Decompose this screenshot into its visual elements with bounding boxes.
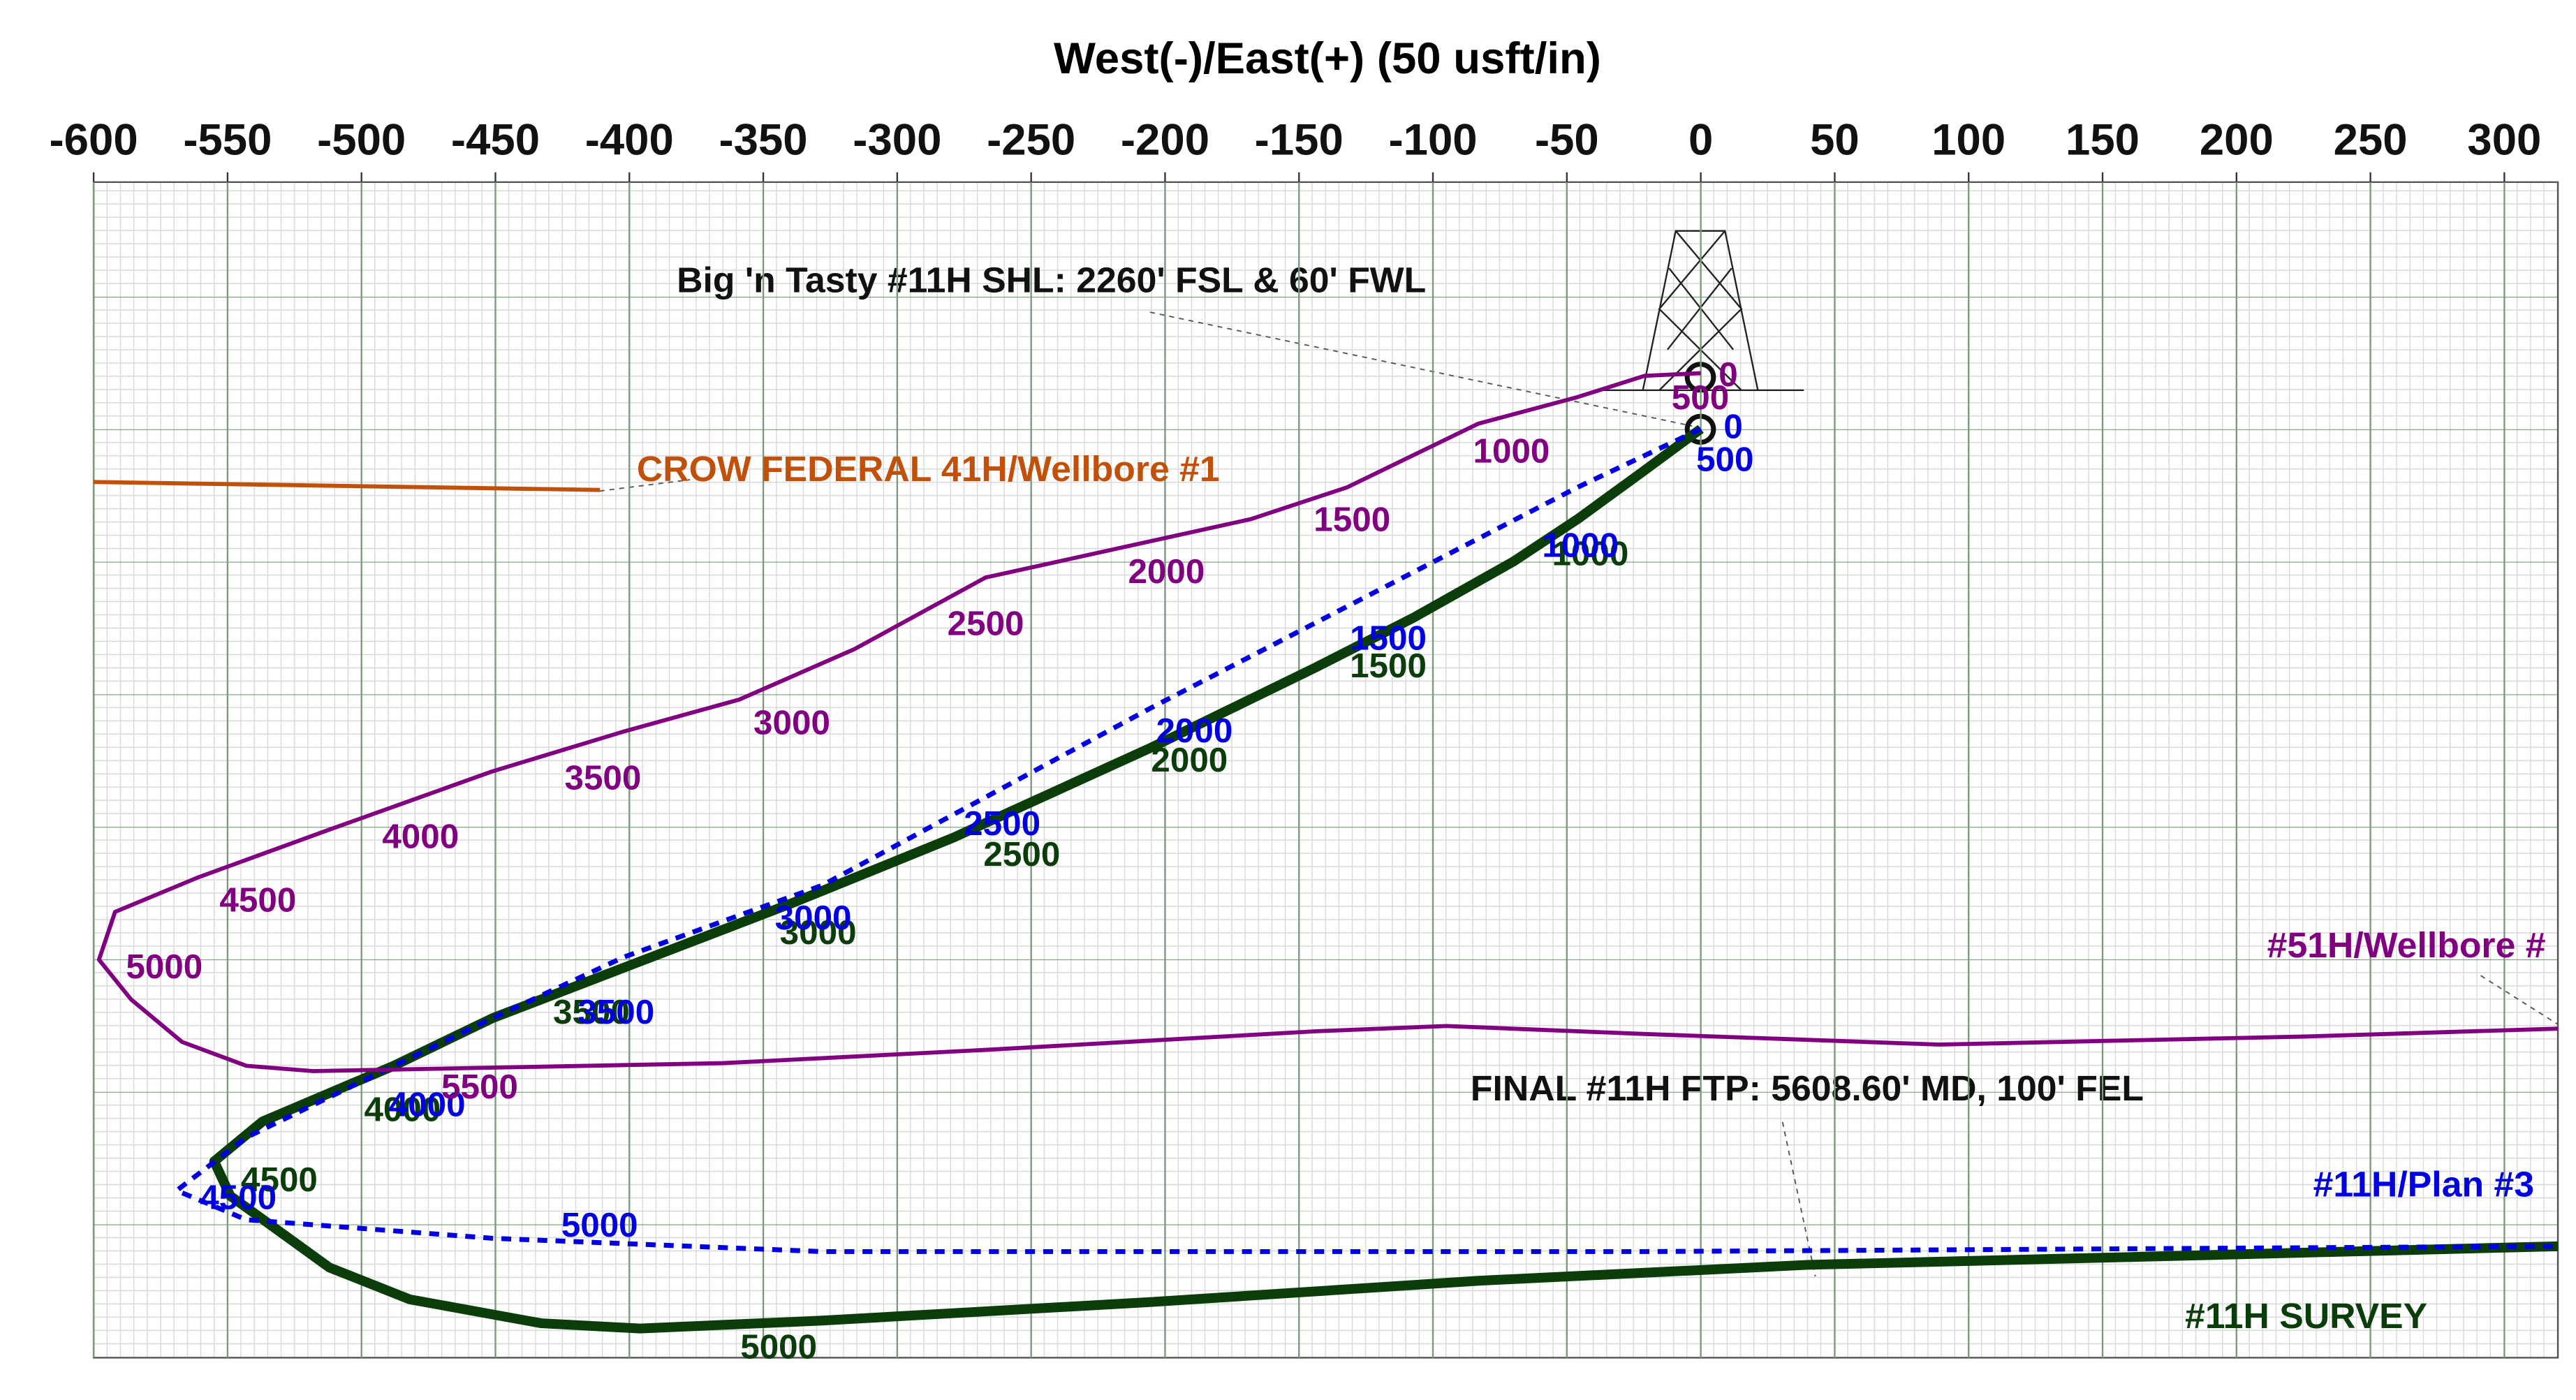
x-tick-label: 300: [2467, 116, 2541, 165]
x-tick-label: -600: [50, 116, 138, 165]
x-axis-title: West(-)/East(+) (50 usft/in): [1054, 34, 1601, 83]
series-label: #51H/Wellbore #: [2267, 924, 2546, 965]
depth-label: 2500: [983, 836, 1060, 874]
depth-label: 2000: [1128, 553, 1205, 591]
series-label: #11H/Plan #3: [2313, 1164, 2534, 1204]
depth-label: 4000: [382, 818, 459, 856]
well-path: [94, 480, 601, 492]
x-tick-label: 150: [2066, 116, 2140, 165]
annotation: Big 'n Tasty #11H SHL: 2260' FSL & 60' F…: [677, 260, 1426, 300]
x-tick-label: -350: [719, 116, 808, 165]
x-tick-label: -500: [317, 116, 406, 165]
series-label: #11H SURVEY: [2185, 1295, 2427, 1336]
depth-label: 0: [1723, 408, 1742, 446]
well-path: [209, 425, 2559, 1334]
depth-label: 1500: [1313, 501, 1390, 539]
x-tick-label: -300: [853, 116, 941, 165]
x-tick-label: -550: [183, 116, 272, 165]
x-tick-label: -150: [1255, 116, 1344, 165]
x-tick-label: -50: [1535, 116, 1599, 165]
x-tick-label: -100: [1388, 116, 1477, 165]
depth-label: 2500: [948, 605, 1024, 643]
depth-label: 1500: [1350, 647, 1427, 685]
depth-label: 1000: [1552, 536, 1628, 573]
depth-label: 4500: [241, 1161, 318, 1199]
x-tick-label: 50: [1810, 116, 1860, 165]
depth-label: 4000: [364, 1091, 441, 1129]
annotation: FINAL #11H FTP: 5608.60' MD, 100' FEL: [1471, 1068, 2144, 1108]
depth-label: 1000: [1542, 527, 1619, 565]
depth-label: 3500: [577, 994, 654, 1031]
depth-label: 500: [1696, 441, 1753, 478]
x-tick-label: -250: [987, 116, 1075, 165]
depth-label: 1000: [1473, 433, 1550, 471]
x-tick-label: 250: [2334, 116, 2408, 165]
depth-label: 500: [1672, 379, 1729, 417]
x-tick-label: -450: [451, 116, 540, 165]
depth-label: 5500: [441, 1068, 518, 1106]
x-tick-label: 200: [2200, 116, 2274, 165]
depth-label: 3500: [564, 760, 641, 797]
depth-label: 2500: [964, 805, 1040, 843]
depth-label: 5000: [561, 1207, 638, 1244]
depth-label: 0: [1718, 356, 1737, 394]
depth-label: 4000: [389, 1086, 466, 1124]
series-label: CROW FEDERAL 41H/Wellbore #1: [637, 448, 1220, 489]
well-path: [96, 371, 2559, 1073]
plot-area: [92, 181, 2559, 1359]
depth-label: 2000: [1151, 742, 1228, 779]
x-tick-label: -200: [1121, 116, 1209, 165]
depth-label: 3000: [753, 705, 830, 742]
depth-label: 3500: [553, 994, 630, 1031]
depth-label: 5000: [126, 948, 203, 986]
depth-label: 5000: [740, 1329, 817, 1366]
x-tick-label: 0: [1688, 116, 1713, 165]
x-tick-label: 100: [1931, 116, 2005, 165]
depth-label: 4500: [219, 882, 296, 920]
depth-label: 3000: [775, 899, 852, 937]
x-tick-label: -400: [585, 116, 674, 165]
depth-label: 1500: [1350, 620, 1427, 658]
depth-label: 2000: [1156, 712, 1232, 750]
depth-label: 4500: [200, 1179, 277, 1217]
depth-label: 3000: [780, 914, 857, 952]
